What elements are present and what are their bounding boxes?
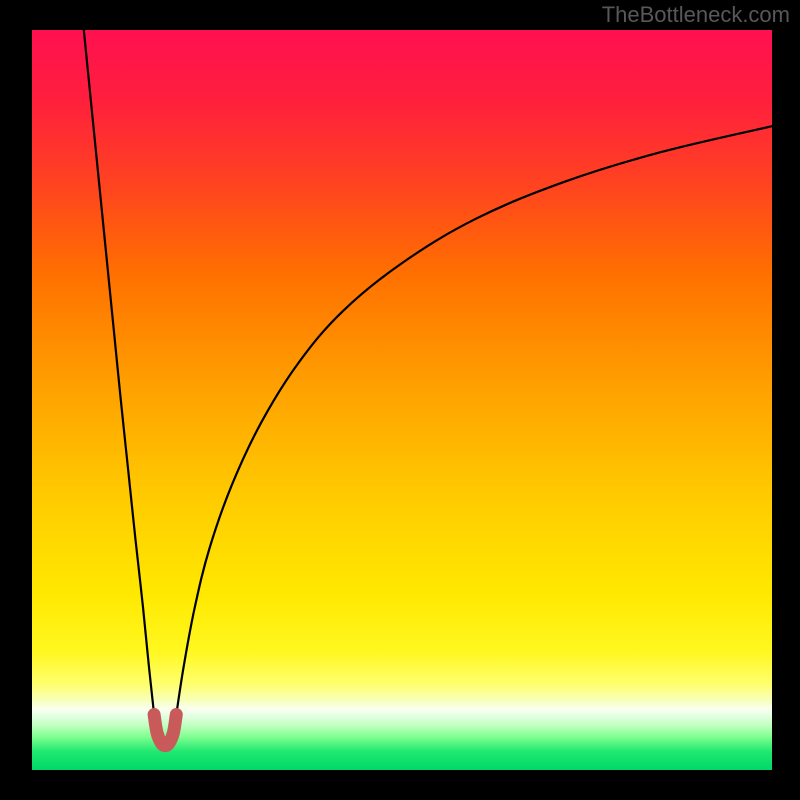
gradient-background: [32, 30, 772, 770]
chart-container: TheBottleneck.com: [0, 0, 800, 800]
watermark-text: TheBottleneck.com: [602, 2, 790, 28]
bottleneck-chart: [0, 0, 800, 800]
